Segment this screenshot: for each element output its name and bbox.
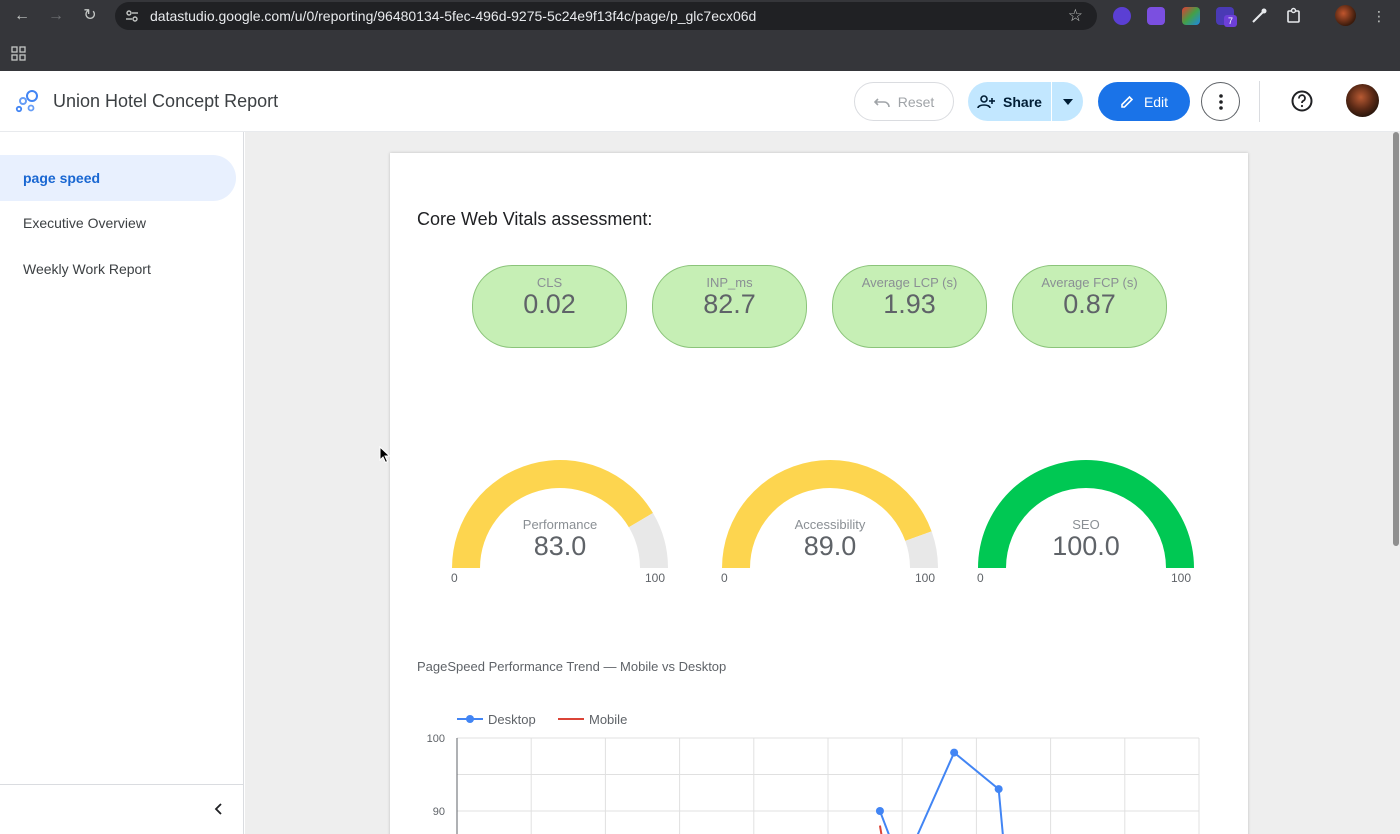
reset-button[interactable]: Reset	[854, 82, 954, 121]
gauge-remaining-arc	[905, 531, 938, 568]
gauge-label: Accessibility	[794, 517, 866, 532]
performance-trend-chart[interactable]: Desktop Mobile 100 90	[410, 698, 1230, 834]
address-bar[interactable]: datastudio.google.com/u/0/reporting/9648…	[115, 2, 1097, 30]
gauge-min-label: 0	[977, 571, 984, 585]
collapse-chevron-left-icon[interactable]	[210, 801, 226, 817]
extension-icon-shield[interactable]	[1147, 7, 1165, 25]
extension-icon-pen[interactable]	[1182, 7, 1200, 25]
gauge-fill-arc	[978, 460, 1194, 568]
caret-down-icon	[1062, 98, 1073, 105]
extension-count-badge: 7	[1224, 15, 1237, 27]
kpi-label: INP_ms	[706, 275, 753, 290]
forward-icon[interactable]: →	[48, 7, 64, 24]
legend-marker	[466, 715, 474, 723]
section-title: Core Web Vitals assessment:	[417, 209, 653, 229]
add-person-icon	[977, 94, 996, 108]
gauge-fill-arc	[452, 460, 653, 568]
gauge-min-label: 0	[721, 571, 728, 585]
kpi-card-cls[interactable]: CLS 0.02	[472, 265, 627, 348]
gauge-max-label: 100	[1171, 571, 1192, 585]
kpi-value: 1.93	[883, 289, 936, 319]
site-info-icon[interactable]	[124, 8, 140, 24]
kpi-card-inp[interactable]: INP_ms 82.7	[652, 265, 807, 348]
more-options-button[interactable]	[1201, 82, 1240, 121]
gauge-max-label: 100	[915, 571, 936, 585]
more-vert-icon	[1218, 93, 1223, 110]
gauge-fill-arc	[722, 460, 932, 568]
y-tick-label: 90	[433, 806, 445, 818]
account-avatar[interactable]	[1346, 84, 1379, 117]
y-tick-label: 100	[427, 733, 445, 745]
gauge-min-label: 0	[451, 571, 458, 585]
sidebar-item-page-speed[interactable]: page speed	[0, 155, 236, 201]
report-title[interactable]: Union Hotel Concept Report	[53, 91, 279, 111]
gauge-max-label: 100	[645, 571, 666, 585]
gauge-remaining-arc	[628, 513, 668, 568]
url-text: datastudio.google.com/u/0/reporting/9648…	[150, 8, 757, 24]
legend-label: Mobile	[589, 712, 627, 727]
back-icon[interactable]: ←	[14, 7, 30, 24]
data-point-desktop[interactable]	[950, 748, 959, 757]
gauge-arc	[452, 460, 668, 568]
series-line-mobile	[878, 825, 883, 834]
gauge-accessibility[interactable]: Accessibility 89.0 0 100	[715, 453, 945, 593]
data-point-desktop[interactable]	[875, 807, 884, 815]
legend-label: Desktop	[488, 712, 536, 727]
share-dropdown-button[interactable]	[1052, 82, 1083, 121]
gauge-performance[interactable]: Performance 83.0 0 100	[445, 453, 675, 593]
kpi-card-lcp[interactable]: Average LCP (s) 1.93	[832, 265, 987, 348]
reload-icon[interactable]: ↻	[83, 7, 97, 24]
share-button[interactable]: Share	[968, 82, 1051, 121]
kpi-value: 0.02	[523, 289, 576, 319]
reset-label: Reset	[897, 93, 935, 110]
looker-studio-logo-icon[interactable]	[14, 88, 40, 114]
undo-icon	[873, 97, 890, 107]
gauge-value: 89.0	[803, 531, 857, 561]
bookmarks-bar	[0, 32, 1400, 71]
page-navigation-sidebar: page speed Executive Overview Weekly Wor…	[0, 132, 244, 834]
series-line-desktop	[879, 810, 890, 834]
apps-grid-icon[interactable]	[11, 46, 26, 61]
extensions-puzzle-icon[interactable]	[1285, 7, 1303, 25]
scrollbar-thumb[interactable]	[1393, 132, 1399, 546]
sidebar-item-executive-overview[interactable]: Executive Overview	[23, 215, 146, 231]
gauge-seo[interactable]: SEO 100.0 0 100	[971, 453, 1201, 593]
sidebar-item-weekly-work-report[interactable]: Weekly Work Report	[23, 261, 151, 277]
report-header: Union Hotel Concept Report Reset Share E…	[0, 71, 1400, 132]
gauge-value: 83.0	[533, 531, 587, 561]
bookmark-star-icon[interactable]: ☆	[1067, 6, 1083, 25]
mouse-cursor-icon	[379, 446, 391, 464]
extension-icon-s[interactable]	[1113, 7, 1131, 25]
report-page: Core Web Vitals assessment: CLS 0.02 INP…	[390, 153, 1248, 834]
gauge-value: 100.0	[1052, 531, 1120, 561]
gauge-label: Performance	[522, 517, 598, 532]
sidebar-footer	[0, 784, 244, 834]
browser-profile-avatar[interactable]	[1335, 5, 1356, 26]
eyedropper-icon[interactable]	[1250, 7, 1268, 25]
series-line-desktop	[916, 750, 1004, 834]
kpi-value: 0.87	[1063, 289, 1116, 319]
data-point-desktop[interactable]	[994, 785, 1003, 794]
browser-menu-icon[interactable]: ⋮	[1372, 8, 1386, 24]
help-icon[interactable]	[1289, 88, 1315, 114]
edit-button[interactable]: Edit	[1098, 82, 1190, 121]
gauge-arc	[722, 460, 938, 568]
pencil-icon	[1121, 95, 1134, 108]
share-label: Share	[1003, 93, 1042, 110]
chart-title: PageSpeed Performance Trend — Mobile vs …	[417, 659, 727, 674]
kpi-label: Average LCP (s)	[861, 275, 958, 290]
kpi-card-fcp[interactable]: Average FCP (s) 0.87	[1012, 265, 1167, 348]
kpi-value: 82.7	[703, 289, 756, 319]
gauge-arc	[978, 460, 1194, 568]
edit-label: Edit	[1143, 93, 1169, 110]
browser-toolbar: ← → ↻ datastudio.google.com/u/0/reportin…	[0, 0, 1400, 32]
header-divider	[1259, 81, 1260, 122]
kpi-label: CLS	[536, 275, 563, 290]
gauge-label: SEO	[1072, 517, 1100, 532]
kpi-label: Average FCP (s)	[1041, 275, 1138, 290]
